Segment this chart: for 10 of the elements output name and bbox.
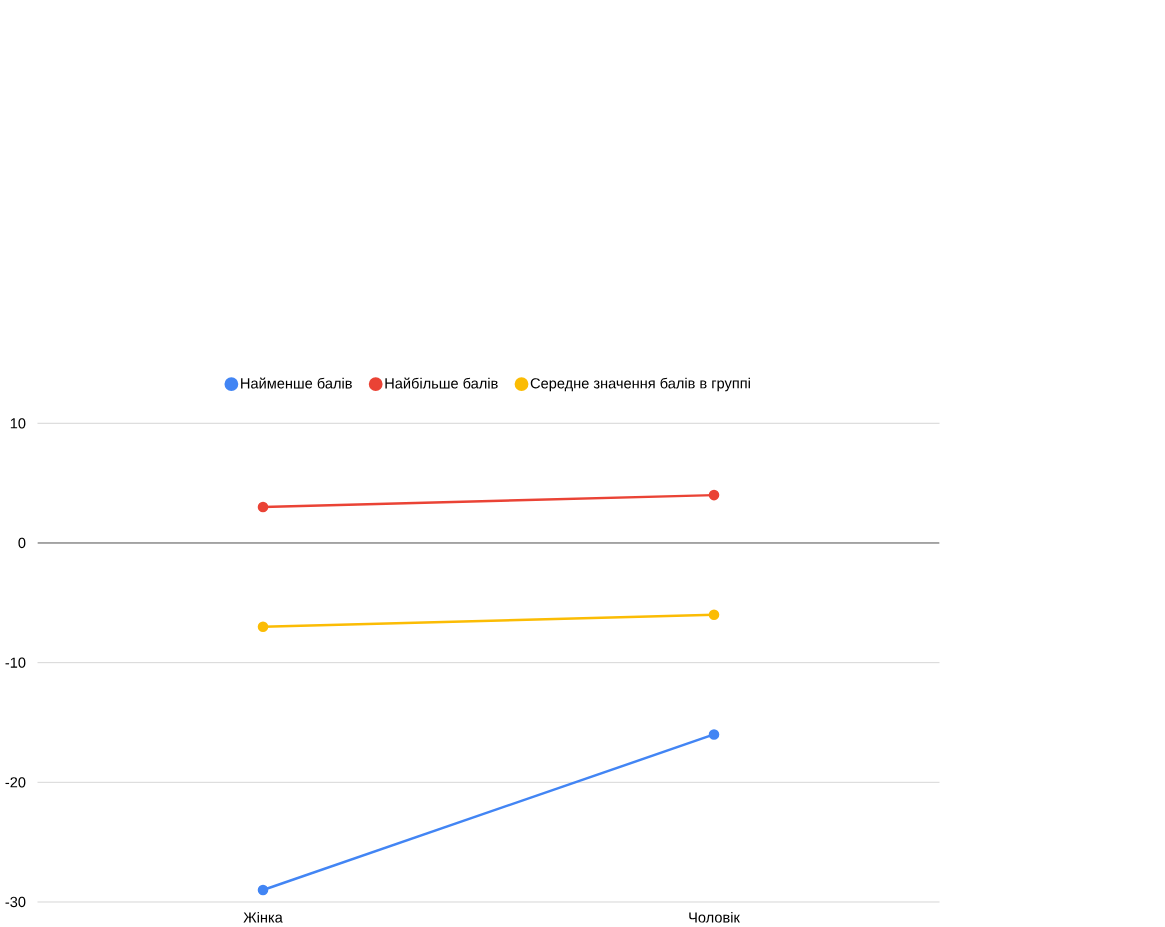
y-tick-label: -10 [5,657,26,668]
legend-label: Найменше балів [241,377,352,389]
y-tick-label: -20 [5,776,26,788]
y-tick-label: -30 [5,896,26,907]
legend-label: Середне значення балів в группі [530,377,750,392]
legend-label: Найбільше балів [385,377,498,389]
x-tick-label: Жінка [243,911,283,923]
y-tick-label: 0 [18,537,26,548]
y-tick-label: 10 [10,417,26,429]
x-tick-label: Чоловік [689,911,740,923]
